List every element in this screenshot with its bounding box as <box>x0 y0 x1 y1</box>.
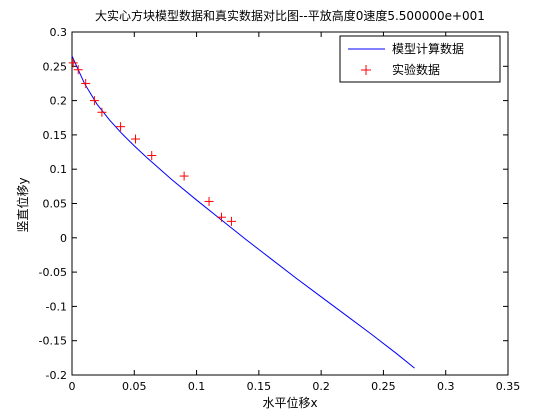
x-tick-label: 0.05 <box>122 380 147 393</box>
y-tick-label: 0.2 <box>50 95 68 108</box>
series-line-model <box>71 55 415 369</box>
y-tick-label: 0.1 <box>50 163 68 176</box>
x-tick-label: 0.3 <box>437 380 455 393</box>
y-tick-label: -0.2 <box>46 369 67 382</box>
data-point-experiment <box>216 212 226 222</box>
data-point-experiment <box>204 196 214 206</box>
x-tick-label: 0.2 <box>312 380 330 393</box>
x-axis: 0 0.05 0.1 0.15 0.2 0.25 0.3 0.35 <box>69 32 521 393</box>
y-tick-label: 0.25 <box>43 60 68 73</box>
y-axis-label: 竖直位移y <box>15 177 30 232</box>
y-tick-label: -0.15 <box>39 335 67 348</box>
data-point-experiment <box>147 150 157 160</box>
legend-label-model: 模型计算数据 <box>392 41 464 56</box>
data-point-experiment <box>116 122 126 132</box>
y-tick-label: -0.1 <box>46 300 67 313</box>
data-point-experiment <box>81 78 91 88</box>
legend-box <box>339 35 501 83</box>
data-point-experiment <box>131 134 141 144</box>
data-point-experiment <box>97 107 107 117</box>
y-tick-label: 0.05 <box>43 198 68 211</box>
x-tick-label: 0.1 <box>188 380 206 393</box>
y-axis: -0.2 -0.15 -0.1 -0.05 0 0.05 0.1 0.15 0.2 0.25 0.3 <box>39 26 508 382</box>
y-tick-label: 0.3 <box>50 26 68 39</box>
x-tick-label: 0 <box>69 380 76 393</box>
plot-area <box>71 31 509 376</box>
data-point-experiment <box>226 216 236 226</box>
y-tick-label: 0 <box>60 232 67 245</box>
chart-title: 大实心方块模型数据和真实数据对比图--平放高度0速度5.500000e+001 <box>95 8 485 23</box>
x-tick-label: 0.35 <box>496 380 521 393</box>
data-point-experiment <box>179 171 189 181</box>
series-layer <box>68 55 415 369</box>
data-point-experiment <box>89 96 99 106</box>
x-tick-label: 0.25 <box>371 380 396 393</box>
legend-marker-sample <box>361 65 371 75</box>
y-tick-label: -0.05 <box>39 266 67 279</box>
y-tick-label: 0.15 <box>43 129 68 142</box>
x-tick-label: 0.15 <box>247 380 272 393</box>
legend: 模型计算数据 实验数据 <box>339 35 501 83</box>
x-axis-label: 水平位移x <box>262 395 317 410</box>
legend-label-experiment: 实验数据 <box>392 62 440 77</box>
data-point-experiment <box>73 65 83 75</box>
data-point-experiment <box>68 58 78 68</box>
